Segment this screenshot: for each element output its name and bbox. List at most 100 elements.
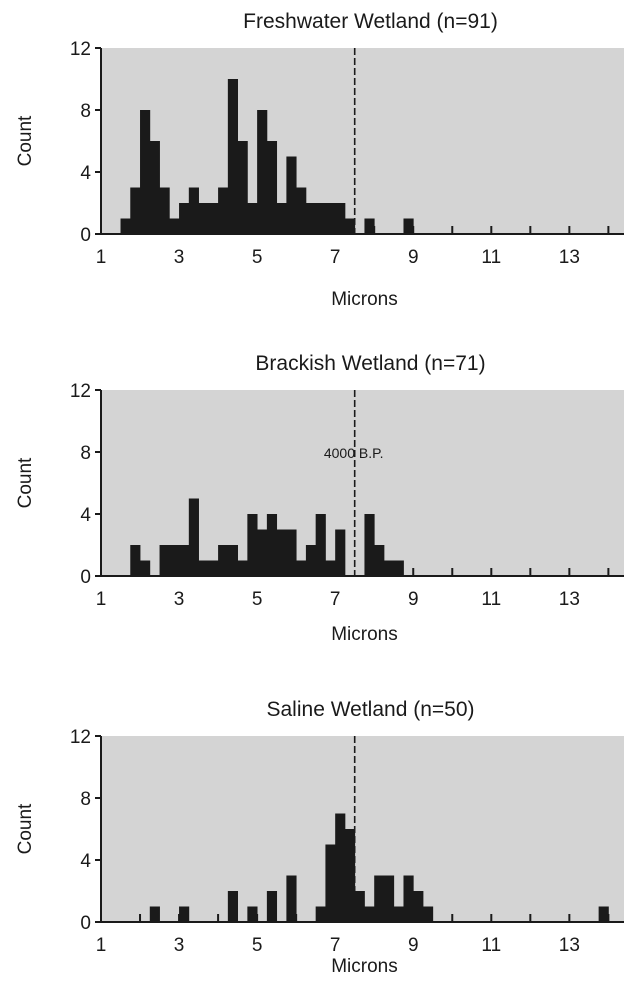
x-tick-label: 9 [408, 935, 419, 956]
x-tick-label: 5 [252, 589, 263, 610]
histogram-bar [169, 218, 180, 234]
x-tick-label: 11 [481, 247, 501, 268]
histogram-bar [315, 203, 326, 234]
chart-panel-1: Freshwater Wetland (n=91)1 3 5 7 9 11 1304812M… [15, 10, 624, 310]
x-tick-label: 7 [330, 589, 341, 610]
histogram-bar [227, 891, 239, 922]
histogram-bar [383, 875, 395, 922]
y-tick-label: 8 [80, 443, 91, 464]
histogram-bar [315, 514, 326, 576]
histogram-bar [247, 203, 258, 234]
histogram-bar [305, 545, 317, 576]
x-tick-label: 13 [559, 935, 580, 956]
histogram-bar [227, 545, 239, 576]
y-tick-label: 4 [80, 505, 91, 526]
histogram-bar [130, 545, 141, 576]
histogram-bar [169, 545, 180, 576]
chart-title: Brackish Wetland (n=71) [255, 352, 485, 375]
histogram-bar [247, 514, 258, 576]
reference-annotation: 4000 B.P. [324, 445, 384, 461]
histogram-bar [218, 187, 229, 234]
histogram-bar [325, 560, 336, 576]
histogram-bar [335, 203, 346, 234]
x-axis-label: Microns [331, 956, 398, 977]
histogram-bar [344, 829, 356, 922]
histogram-bar [237, 141, 248, 234]
histogram-bar [364, 218, 375, 234]
histogram-bar [364, 514, 375, 576]
y-axis-label: Count [15, 115, 36, 166]
histogram-bar [325, 844, 336, 922]
y-axis-label: Count [15, 457, 36, 508]
histogram-bar [383, 560, 395, 576]
histogram-bar [276, 203, 287, 234]
y-axis-label: Count [15, 803, 36, 854]
x-tick-label: 1 [96, 247, 107, 268]
y-tick-label: 4 [80, 851, 91, 872]
histogram-bar [325, 203, 336, 234]
histogram-bar [403, 875, 414, 922]
histogram-bar [247, 906, 258, 922]
x-tick-label: 7 [330, 247, 341, 268]
y-tick-label: 12 [70, 39, 91, 60]
y-tick-label: 0 [80, 567, 91, 588]
histogram-bar [149, 141, 160, 234]
histogram-bar [296, 560, 307, 576]
histogram-bar [227, 79, 239, 234]
histogram-bar [208, 560, 219, 576]
x-tick-label: 9 [408, 247, 419, 268]
histogram-bar [237, 560, 248, 576]
x-tick-label: 1 [96, 589, 107, 610]
x-axis-label: Microns [331, 289, 398, 310]
histogram-bar [393, 906, 404, 922]
histogram-bar [315, 906, 326, 922]
histogram-bar [276, 529, 287, 576]
histogram-bar [286, 156, 297, 234]
histogram-bar [296, 187, 307, 234]
histogram-bar [354, 891, 365, 922]
x-tick-label: 13 [559, 247, 580, 268]
histogram-bar [266, 514, 278, 576]
histogram-bar [120, 218, 131, 234]
histogram-bar [179, 545, 190, 576]
x-tick-label: 9 [408, 589, 419, 610]
histogram-bar [179, 906, 190, 922]
histogram-bar [218, 545, 229, 576]
histogram-bar [130, 187, 141, 234]
histogram-bar [598, 906, 609, 922]
histogram-bar [159, 545, 170, 576]
x-tick-label: 3 [174, 247, 185, 268]
y-tick-label: 12 [70, 381, 91, 402]
histogram-bar [305, 203, 317, 234]
histogram-bar [335, 813, 346, 922]
x-tick-label: 7 [330, 935, 341, 956]
histogram-bar [179, 203, 190, 234]
chart-panel-3: Saline Wetland (n=50)1 3 5 7 9 11 1304812Micro… [15, 698, 624, 977]
y-tick-label: 0 [80, 913, 91, 934]
histogram-bar [266, 141, 278, 234]
chart-title: Saline Wetland (n=50) [267, 698, 475, 721]
histogram-bar [374, 875, 385, 922]
histogram-bar [393, 560, 404, 576]
histogram-bar [403, 218, 414, 234]
histogram-bar [198, 203, 209, 234]
histogram-bar [140, 560, 151, 576]
x-tick-label: 5 [252, 247, 263, 268]
histogram-bar [198, 560, 209, 576]
histogram-bar [149, 906, 160, 922]
histogram-bar [413, 891, 424, 922]
chart-title: Freshwater Wetland (n=91) [243, 10, 498, 33]
histogram-bar [188, 187, 199, 234]
histogram-bar [422, 906, 434, 922]
y-tick-label: 8 [80, 789, 91, 810]
histogram-bar [286, 529, 297, 576]
x-tick-label: 1 [96, 935, 107, 956]
x-tick-label: 11 [481, 589, 501, 610]
histogram-bar [140, 110, 151, 234]
y-tick-label: 8 [80, 101, 91, 122]
histogram-bar [188, 498, 199, 576]
histogram-bar [257, 529, 268, 576]
x-tick-label: 3 [174, 589, 185, 610]
y-tick-label: 0 [80, 225, 91, 246]
